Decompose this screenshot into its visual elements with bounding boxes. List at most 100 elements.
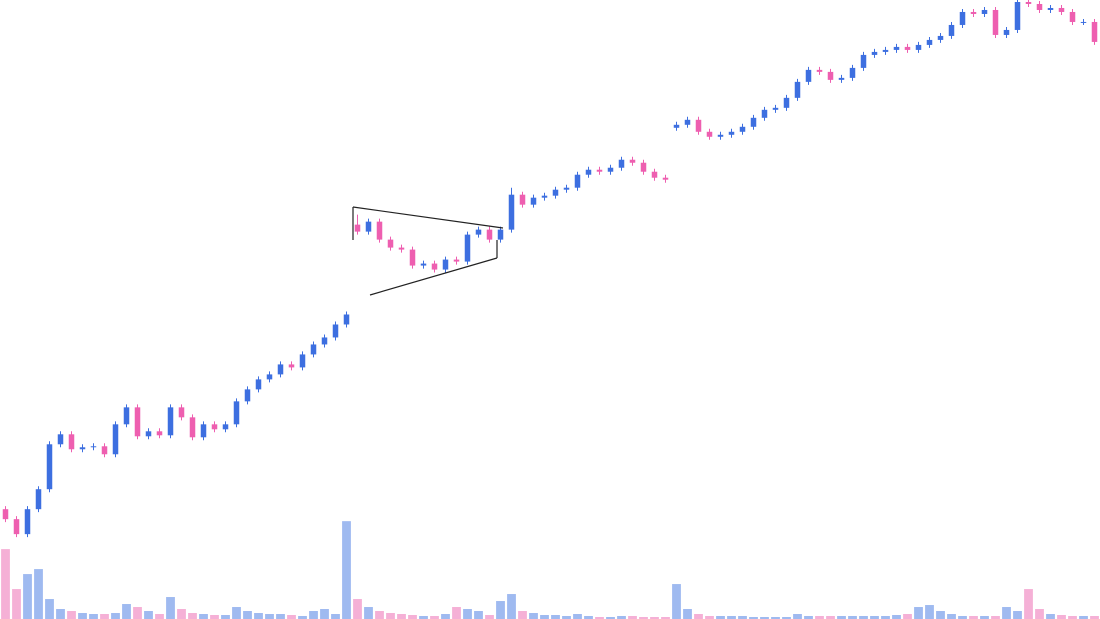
volume-bar [639, 617, 648, 619]
candle-body [981, 9, 988, 14]
candle-body [46, 444, 53, 490]
volume-bar [892, 615, 901, 619]
candle-body [244, 389, 251, 402]
volume-bar [683, 609, 692, 619]
candle-body [189, 417, 196, 438]
candle-body [299, 354, 306, 368]
candle-body [101, 446, 108, 455]
candle-body [321, 337, 328, 345]
volume-bar [1079, 616, 1088, 619]
volume-bar [925, 605, 934, 619]
volume-bar [738, 616, 747, 619]
volume-bar [694, 614, 703, 619]
volume-bar [408, 615, 417, 619]
volume-bar [188, 613, 197, 619]
volume-bar [287, 615, 296, 619]
candle-body [233, 401, 240, 425]
volume-bar [1035, 609, 1044, 619]
candle-body [530, 197, 537, 205]
candle-body [926, 39, 933, 45]
volume-bar [881, 616, 890, 619]
volume-bar [34, 569, 43, 619]
volume-bar [540, 615, 549, 619]
volume-bar [67, 611, 76, 619]
candle-body [200, 424, 207, 438]
candle-body [739, 126, 746, 132]
volume-bar [595, 617, 604, 619]
volume-bar [397, 614, 406, 619]
volume-bar [1, 549, 10, 619]
volume-bar [276, 614, 285, 619]
candle-body [519, 194, 526, 205]
candle-body [585, 169, 592, 175]
candle-body [728, 131, 735, 135]
volume-bar [364, 607, 373, 619]
candle-body [398, 247, 405, 250]
candle-body [717, 134, 724, 137]
candle-body [277, 364, 284, 375]
candle-body [849, 67, 856, 78]
candle-body [90, 446, 97, 448]
candle-body [838, 77, 845, 80]
volume-bar [243, 611, 252, 619]
candle-body [24, 509, 31, 535]
volume-bar [210, 615, 219, 619]
triangle-pattern [352, 206, 504, 296]
volume-bar [386, 613, 395, 619]
candle-body [882, 49, 889, 52]
candle-body [343, 314, 350, 325]
volume-bar [793, 614, 802, 619]
volume-bar [166, 597, 175, 619]
volume-bar [562, 616, 571, 619]
volume-bar [122, 604, 131, 619]
volume-bar [375, 611, 384, 619]
volume-bar [716, 616, 725, 619]
volume-bar [111, 613, 120, 619]
volume-bar [661, 617, 670, 619]
candle-body [486, 229, 493, 240]
candle-body [288, 364, 295, 368]
candle-body [442, 259, 449, 270]
volume-bar [771, 617, 780, 619]
volume-bar [1090, 616, 1099, 619]
volume-bar [496, 601, 505, 619]
candle-body [552, 189, 559, 196]
volume-bar [177, 609, 186, 619]
volume-bar [78, 613, 87, 619]
volume-bar [452, 607, 461, 619]
candle-body [13, 519, 20, 535]
candle-body [310, 344, 317, 355]
volume-bar [254, 613, 263, 619]
candle-body [464, 234, 471, 262]
candle-body [607, 167, 614, 172]
volume-bar [56, 609, 65, 619]
volume-bar [914, 607, 923, 619]
volume-bar [936, 611, 945, 619]
volume-bar [870, 616, 879, 619]
candle-body [563, 187, 570, 190]
candle-body [640, 162, 647, 172]
candle-body [970, 11, 977, 14]
candle-body [365, 221, 372, 232]
candle-body [541, 195, 548, 198]
candle-body [706, 131, 713, 137]
candle-body [1003, 29, 1010, 35]
volume-bar [518, 611, 527, 619]
volume-bar [133, 607, 142, 619]
volume-bar [1057, 615, 1066, 619]
candle-body [651, 171, 658, 178]
candle-body [420, 263, 427, 266]
volume-bar [727, 616, 736, 619]
candle-body [673, 124, 680, 128]
volume-bar [45, 599, 54, 619]
volume-bar [826, 616, 835, 619]
candle-body [167, 407, 174, 436]
volume-bar [12, 589, 21, 619]
candle-body [211, 424, 218, 430]
candle-body [618, 159, 625, 168]
volume-bar [298, 616, 307, 619]
candle-body [750, 117, 757, 127]
volume-bar [353, 599, 362, 619]
candle-body [387, 239, 394, 248]
